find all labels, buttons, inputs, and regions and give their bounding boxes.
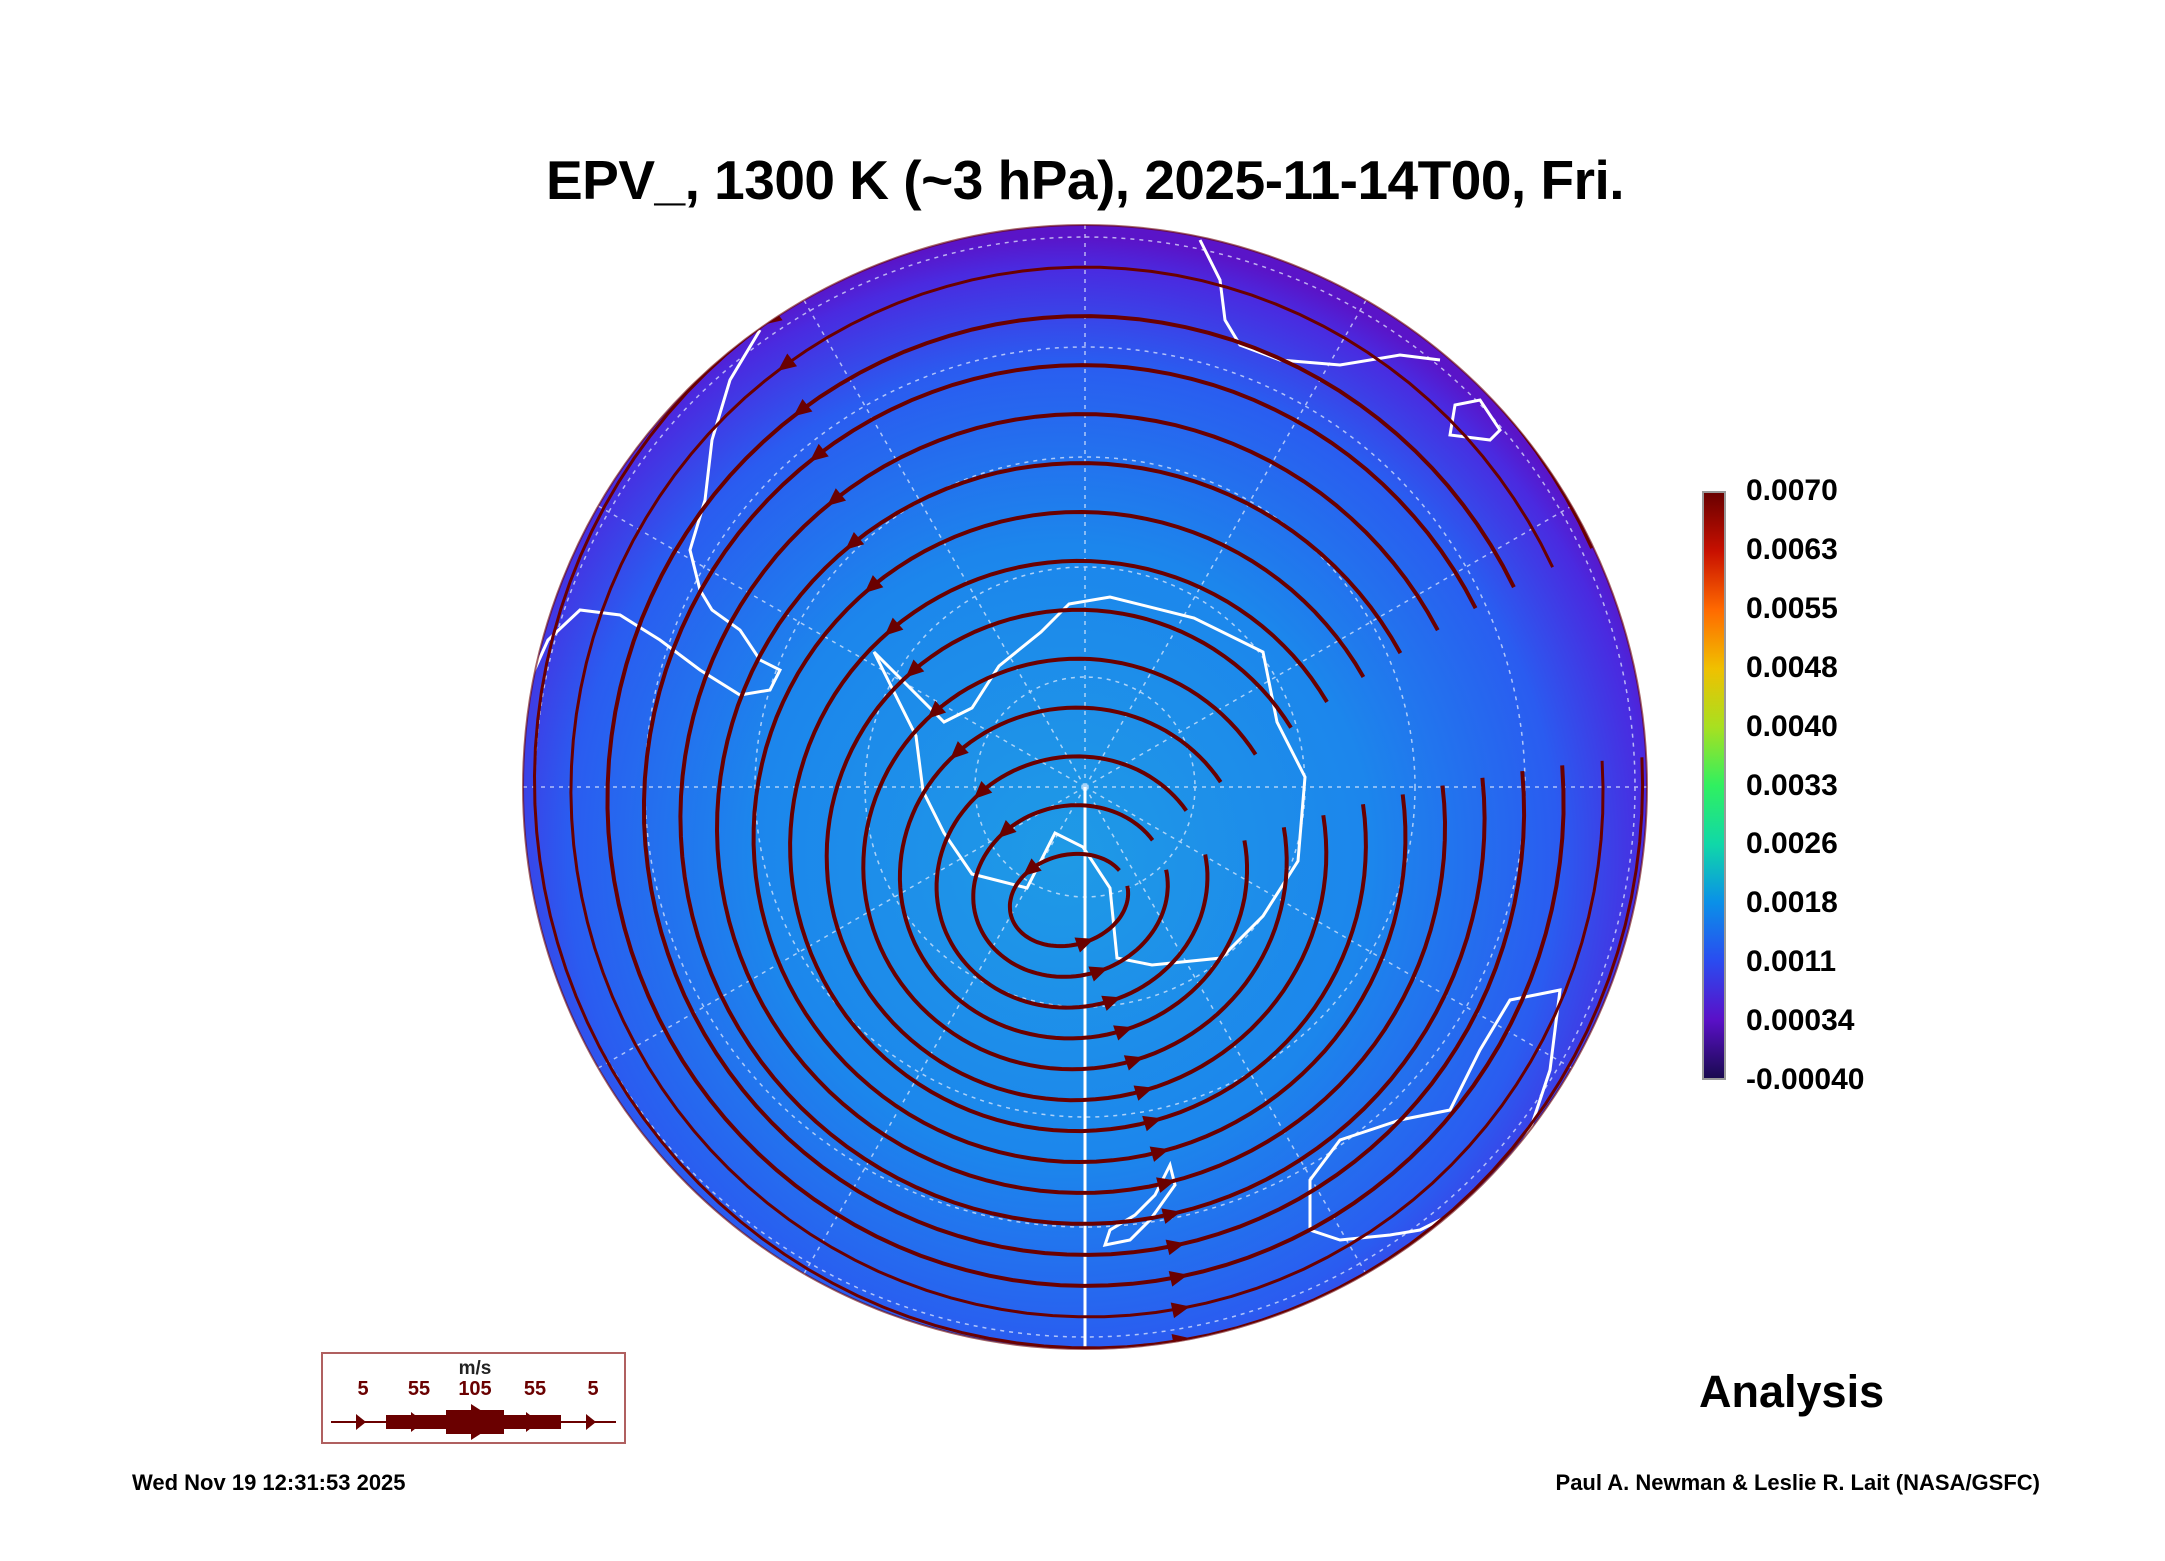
streamline-arrowhead <box>793 398 813 417</box>
streamline-arrowhead <box>1170 1302 1190 1319</box>
colorbar-tick-label: 0.0055 <box>1746 591 1838 625</box>
streamline-arrowhead <box>950 741 969 760</box>
streamline-arrowhead <box>1088 966 1109 982</box>
colorbar-tick-label: 0.0040 <box>1746 709 1838 743</box>
colorbar-tick-label: 0.0018 <box>1746 886 1838 920</box>
streamline-arrowhead <box>997 820 1017 839</box>
madagascar-coastline <box>1448 398 1502 442</box>
streamline-arrowhead <box>1133 1085 1154 1101</box>
legend-arrow-graphic <box>331 1404 616 1440</box>
colorbar-tick-label: 0.00034 <box>1746 1004 1855 1038</box>
analysis-label: Analysis <box>1699 1366 1885 1417</box>
streamline-arrowhead <box>973 780 993 800</box>
legend-speed: 55 <box>523 1378 547 1400</box>
streamline <box>569 265 1605 1319</box>
meridian-line <box>1084 786 1605 1088</box>
colorbar-tick-label: 0.0063 <box>1746 532 1838 566</box>
streamline-arrowhead <box>884 617 904 636</box>
south-america-coastline <box>528 329 783 697</box>
streamline <box>824 607 1329 1103</box>
streamline-arrowhead <box>809 443 829 462</box>
streamline-arrowhead <box>1161 1208 1181 1224</box>
streamline <box>678 412 1487 1226</box>
legend-unit: m/s <box>458 1358 492 1379</box>
streamline-arrowhead <box>827 488 847 506</box>
colorbar-tick-label: -0.00040 <box>1746 1063 1865 1096</box>
streamline <box>861 656 1289 1072</box>
streamline <box>788 558 1368 1134</box>
streamline-arrowhead <box>1156 1177 1176 1193</box>
streamline-arrowhead <box>777 353 798 371</box>
streamline-arrowhead <box>927 700 947 719</box>
timestamp: Wed Nov 19 12:31:53 2025 <box>132 1470 406 1495</box>
streamline-arrowhead <box>1165 1239 1185 1256</box>
latitude-circle <box>754 456 1416 1118</box>
colorbar-tick-label: 0.0048 <box>1746 650 1838 684</box>
colorbar-tick-label: 0.0033 <box>1746 768 1838 802</box>
colorbar-tick-label: 0.0011 <box>1746 945 1837 979</box>
meridian-line <box>1084 786 1386 1307</box>
colorbar <box>1702 491 1726 1080</box>
streamline <box>641 363 1527 1257</box>
streamline-arrowhead <box>1101 995 1121 1011</box>
credit: Paul A. Newman & Leslie R. Lait (NASA/GS… <box>1555 1470 2040 1495</box>
meridian-line <box>1084 486 1605 788</box>
streamline-arrowhead <box>1171 1362 1192 1381</box>
streamline-arrowhead <box>749 260 770 279</box>
streamline-arrowhead <box>1074 937 1095 953</box>
colorbar-tick-label: 0.0070 <box>1746 474 1838 507</box>
legend-speed: 5 <box>587 1378 599 1400</box>
streamline-arrowhead <box>845 532 865 550</box>
streamline-arrowhead <box>1168 1270 1189 1287</box>
streamline <box>1007 851 1131 949</box>
globe-edge <box>522 224 1648 1350</box>
streamline <box>751 509 1408 1165</box>
meridian-line <box>1084 267 1386 788</box>
streamline-arrowhead <box>1123 1055 1144 1071</box>
streamline-arrowhead <box>1170 1394 1190 1413</box>
streamline-arrowhead <box>905 659 925 678</box>
streamline <box>934 754 1210 1010</box>
plot-title: EPV_, 1300 K (~3 hPa), 2025-11-14T00, Fr… <box>545 149 1625 211</box>
wind-speed-legend: m/s 5 55 105 55 5 <box>321 1352 626 1444</box>
streamline <box>971 803 1170 979</box>
streamline <box>714 461 1448 1195</box>
meridian-line <box>784 267 1086 788</box>
streamline <box>897 705 1249 1041</box>
streamline-arrowhead <box>737 225 757 231</box>
streamline-arrowhead <box>1113 1025 1133 1041</box>
legend-speed: 5 <box>357 1378 369 1400</box>
streamline-arrowhead <box>1142 1115 1162 1132</box>
colorbar-tick-label: 0.0026 <box>1746 827 1838 861</box>
streamline-arrowhead <box>1022 858 1042 877</box>
streamline-arrowhead <box>864 575 884 594</box>
new-zealand-coastline <box>1102 1160 1177 1247</box>
legend-speed: 55 <box>407 1378 431 1400</box>
streamline-arrowhead <box>1149 1146 1170 1162</box>
legend-speed: 105 <box>458 1378 492 1400</box>
streamline <box>605 314 1566 1288</box>
